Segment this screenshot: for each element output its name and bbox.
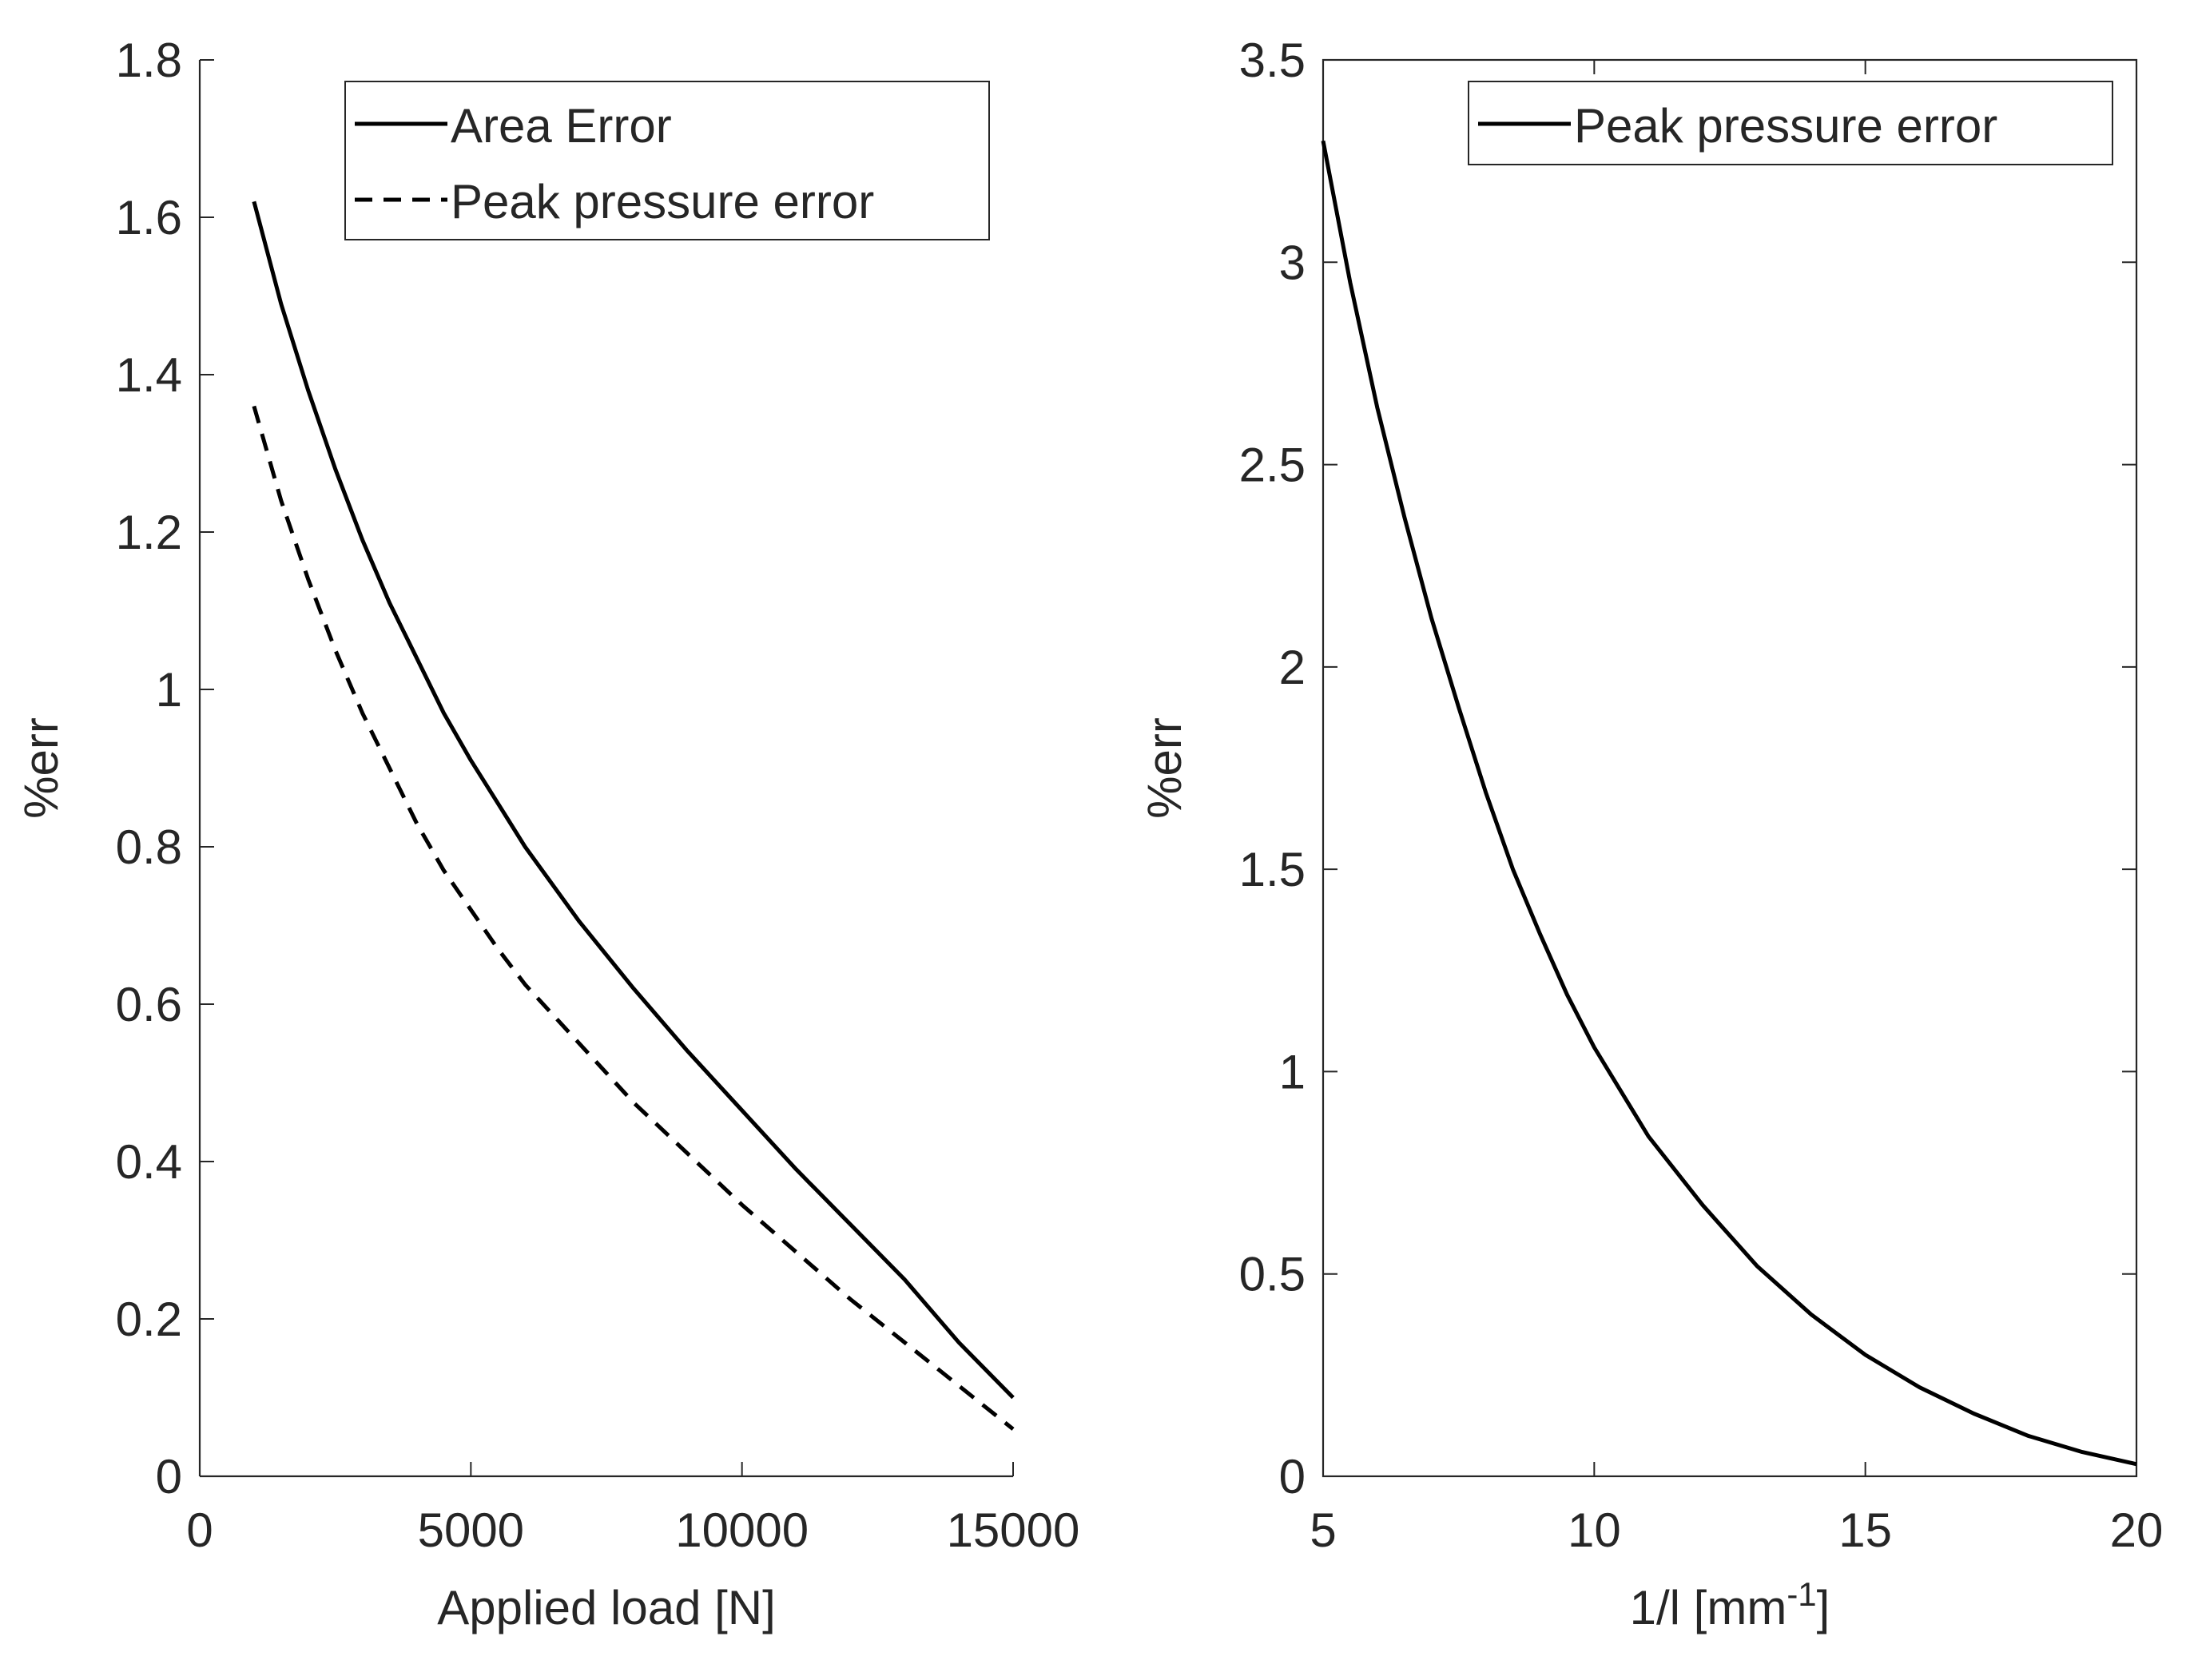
legend-box (344, 81, 990, 240)
y-tick-label: 0.8 (116, 820, 182, 874)
y-tick-label: 3.5 (1239, 34, 1306, 87)
chart-1: 0 0.2 0.4 0.6 0.8 1 1.2 1.4 1.6 1.8 0 5000 10000 1500… (14, 34, 1079, 1634)
y-tick-label: 0.5 (1239, 1248, 1306, 1301)
x-tick-label: 5 (1310, 1503, 1336, 1557)
y-tick-label: 3 (1279, 236, 1306, 289)
plot-frame (1322, 58, 2138, 1478)
legend-label: Peak pressure error (451, 175, 874, 228)
series-line-2 (252, 405, 1015, 1431)
legend-label: Area Error (451, 99, 672, 153)
y-tick-label: 0.2 (116, 1293, 182, 1346)
x-tick-label: 15 (1838, 1503, 1892, 1557)
x-tick-label: 0 (186, 1503, 213, 1557)
y-tick-label: 0 (156, 1450, 182, 1503)
y-tick-label: 2.5 (1239, 439, 1306, 492)
y-tick-label: 1.4 (116, 348, 182, 402)
series-line-1 (1321, 140, 2137, 1467)
x-tick-label: 5000 (418, 1503, 524, 1557)
chart-2: 0 0.5 1 1.5 2 2.5 3 3.5 5 10 15 20 1/l [mm-1] %err Pea… (1138, 34, 2163, 1634)
y-tick-label: 1.2 (116, 506, 182, 559)
y-tick-label: 0.4 (116, 1135, 182, 1189)
series-line-1 (252, 201, 1015, 1400)
x-tick-label: 20 (2110, 1503, 2164, 1557)
y-tick-label: 1 (1279, 1045, 1306, 1098)
y-tick-label: 1.5 (1239, 843, 1306, 896)
legend-box (1468, 81, 2113, 165)
x-tick-label: 10 (1568, 1503, 1621, 1557)
y-tick-label: 1.6 (116, 191, 182, 244)
legend-label: Peak pressure error (1574, 99, 1997, 153)
legend: Peak pressure error (1468, 81, 2113, 165)
x-axis-label: 1/l [mm-1] (1630, 1575, 1830, 1635)
y-axis-label: %err (14, 717, 68, 819)
x-tick-label: 15000 (947, 1503, 1080, 1557)
y-axis-label: %err (1138, 717, 1191, 819)
y-tick-label: 1.8 (116, 34, 182, 87)
y-tick-label: 2 (1279, 641, 1306, 694)
y-tick-label: 1 (156, 663, 182, 717)
x-axis-label: Applied load [N] (437, 1581, 776, 1634)
y-tick-label: 0.6 (116, 978, 182, 1031)
y-tick-label: 0 (1279, 1450, 1306, 1503)
legend: Area Error Peak pressure error (344, 81, 990, 240)
x-tick-label: 10000 (675, 1503, 809, 1557)
